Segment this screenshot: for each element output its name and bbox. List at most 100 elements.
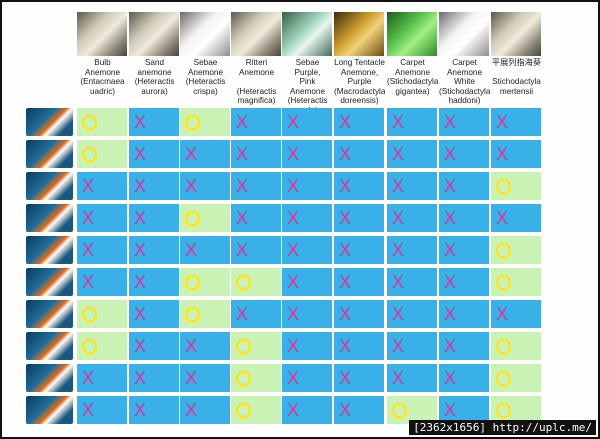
incompatible-x-mark: X [287,176,300,196]
incompatible-cell: X [129,300,179,328]
incompatible-x-mark: X [392,240,405,260]
incompatible-x-mark: X [82,368,95,388]
incompatible-cell: X [491,204,541,232]
compatible-cell [180,204,230,232]
incompatible-x-mark: X [82,208,95,228]
incompatible-cell: X [334,268,384,296]
incompatible-x-mark: X [444,368,457,388]
incompatible-cell: X [282,300,332,328]
incompatible-x-mark: X [392,144,405,164]
incompatible-cell: X [439,364,489,392]
incompatible-cell: X [387,268,437,296]
incompatible-cell: X [282,204,332,232]
incompatible-x-mark: X [496,144,509,164]
incompatible-cell: X [77,364,127,392]
incompatible-x-mark: X [134,112,147,132]
incompatible-x-mark: X [392,368,405,388]
compatible-cell [231,268,281,296]
incompatible-cell: X [77,204,127,232]
compatible-cell [491,332,541,360]
incompatible-cell: X [77,396,127,424]
compatible-cell [180,108,230,136]
compatible-cell [231,364,281,392]
anemone-label: Ritteri Anemone (Heteractis magnifica) [236,58,277,106]
incompatible-x-mark: X [444,272,457,292]
incompatible-x-mark: X [287,368,300,388]
anemone-label: Carpet Anemone White (Stichodactyla hadd… [439,58,490,106]
incompatible-x-mark: X [236,144,249,164]
compatible-cell [491,172,541,200]
incompatible-x-mark: X [339,336,352,356]
clownfish-photo [26,140,73,168]
compatible-cell [180,300,230,328]
incompatible-x-mark: X [339,400,352,420]
anemone-photo [387,12,437,56]
incompatible-x-mark: X [287,240,300,260]
incompatible-cell: X [231,172,281,200]
incompatible-cell: X [439,140,489,168]
compatible-circle-icon [236,274,251,290]
image-info-bar: [2362x1656] http://uplc.me/ [409,420,596,435]
incompatible-cell: X [387,332,437,360]
incompatible-cell: X [282,108,332,136]
incompatible-x-mark: X [392,176,405,196]
incompatible-x-mark: X [287,144,300,164]
compatible-circle-icon [185,274,200,290]
compatible-circle-icon [236,370,251,386]
incompatible-cell: X [334,172,384,200]
incompatible-x-mark: X [185,400,198,420]
incompatible-cell: X [387,140,437,168]
compatible-cell [77,332,127,360]
incompatible-x-mark: X [236,240,249,260]
incompatible-cell: X [282,396,332,424]
incompatible-x-mark: X [287,208,300,228]
incompatible-x-mark: X [444,304,457,324]
compatible-circle-icon [236,402,251,418]
incompatible-cell: X [491,108,541,136]
anemone-photo [439,12,489,56]
incompatible-x-mark: X [496,112,509,132]
compatible-cell [77,140,127,168]
clownfish-photo [26,332,73,360]
incompatible-cell: X [334,108,384,136]
incompatible-x-mark: X [287,272,300,292]
incompatible-x-mark: X [392,272,405,292]
anemone-photo [491,12,541,56]
incompatible-x-mark: X [185,144,198,164]
compatible-circle-icon [496,338,511,354]
incompatible-cell: X [387,300,437,328]
incompatible-cell: X [439,204,489,232]
incompatible-x-mark: X [236,112,249,132]
incompatible-cell: X [282,364,332,392]
incompatible-x-mark: X [444,176,457,196]
incompatible-cell: X [77,172,127,200]
incompatible-x-mark: X [392,208,405,228]
clownfish-photo [26,108,73,136]
compatible-circle-icon [236,338,251,354]
incompatible-x-mark: X [82,240,95,260]
compatible-circle-icon [392,402,407,418]
incompatible-cell: X [282,332,332,360]
incompatible-cell: X [129,268,179,296]
incompatible-cell: X [491,140,541,168]
incompatible-x-mark: X [236,176,249,196]
anemone-label: 平展列指海葵 Stichodactyla mertensii [491,58,542,96]
incompatible-cell: X [334,332,384,360]
anemone-photo [129,12,179,56]
incompatible-cell: X [129,204,179,232]
anemone-photo [334,12,384,56]
incompatible-cell: X [387,236,437,264]
incompatible-cell: X [387,108,437,136]
incompatible-x-mark: X [496,208,509,228]
incompatible-cell: X [439,332,489,360]
incompatible-cell: X [334,140,384,168]
incompatible-x-mark: X [134,272,147,292]
incompatible-cell: X [129,396,179,424]
incompatible-cell: X [439,236,489,264]
compatible-cell [231,396,281,424]
incompatible-x-mark: X [82,272,95,292]
incompatible-x-mark: X [339,272,352,292]
clownfish-photo [26,364,73,392]
clownfish-photo [26,236,73,264]
